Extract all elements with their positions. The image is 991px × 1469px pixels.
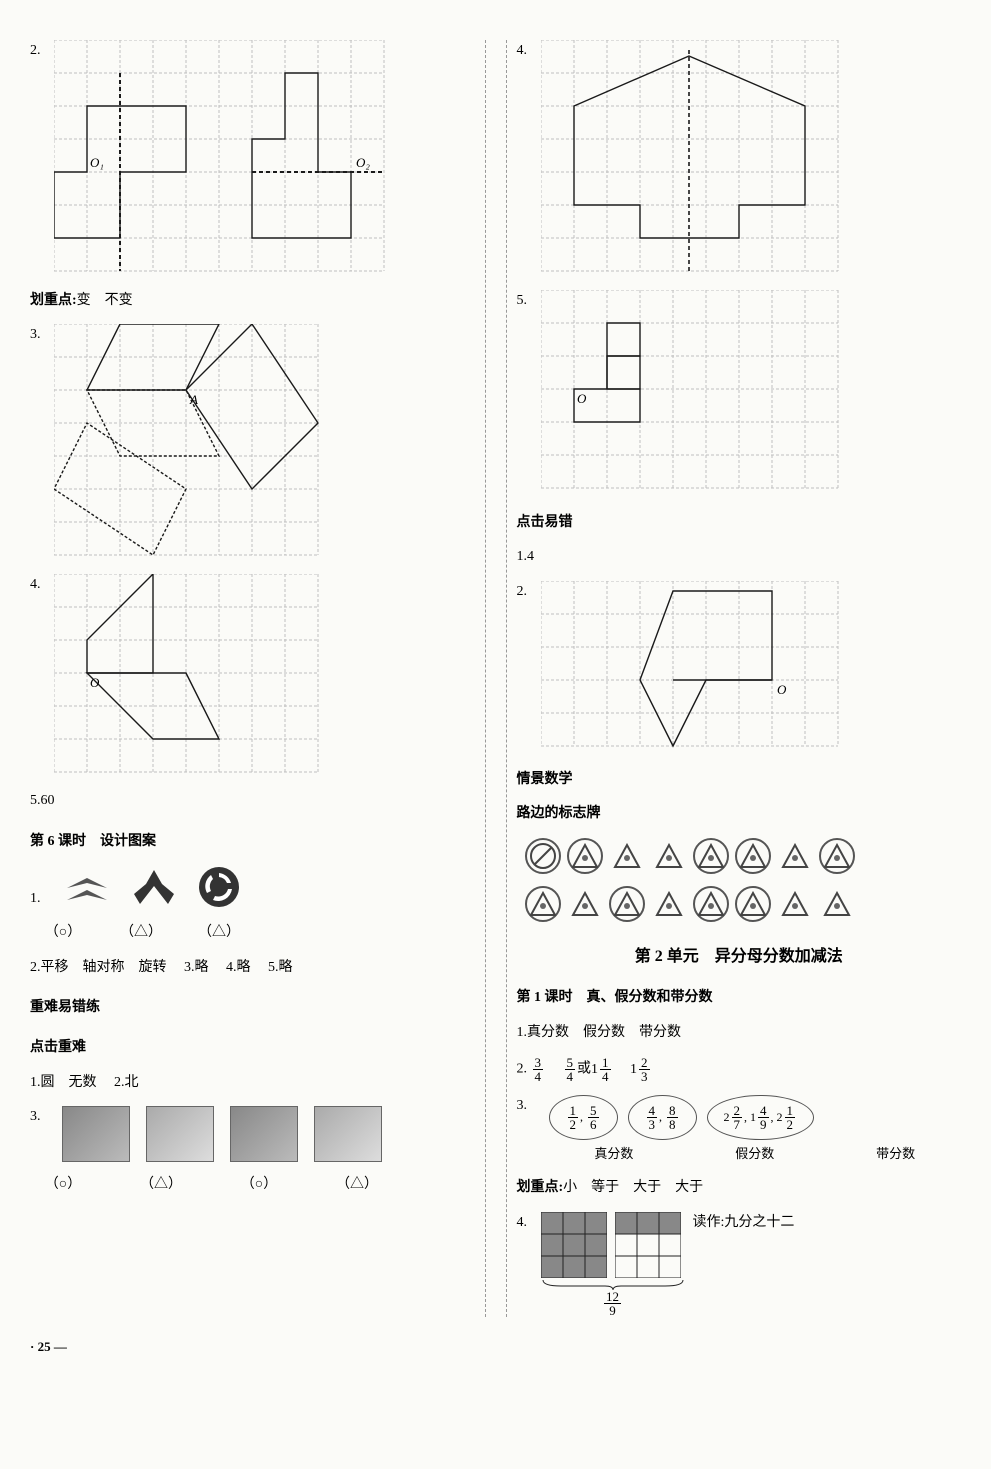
- fraction-diagram: [541, 1212, 681, 1278]
- grid-diagram-r4: [541, 40, 847, 278]
- triangle-sign-icon: [777, 886, 813, 922]
- r-q5-num: 5.: [517, 290, 535, 312]
- r-q2b: 2. 34 54或114 123: [517, 1056, 962, 1083]
- click-heading: 点击重难: [30, 1037, 475, 1059]
- grid-diagram-3: A: [54, 324, 326, 562]
- r-q4b-num: 4.: [517, 1212, 535, 1234]
- triangle-sign-icon: [735, 886, 771, 922]
- ans3c-row: （○） （△） （○） （△）: [38, 1174, 475, 1196]
- grid-diagram-r2: O: [541, 581, 847, 751]
- r-q3b-num: 3.: [517, 1095, 535, 1117]
- signs-row-1: [525, 838, 962, 874]
- grid-diagram-4: O: [54, 574, 326, 778]
- q2-num: 2.: [30, 40, 48, 62]
- svg-text:O: O: [577, 391, 587, 406]
- triangle-sign-icon: [693, 838, 729, 874]
- triangle-sign-icon: [567, 886, 603, 922]
- triangle-sign-icon: [819, 886, 855, 922]
- r-q4-num: 4.: [517, 40, 535, 62]
- q3-num: 3.: [30, 324, 48, 346]
- triangle-sign-icon: [651, 886, 687, 922]
- triangle-sign-icon: [693, 886, 729, 922]
- lbl-false: 假分数: [689, 1144, 820, 1165]
- oval-mixed: 227, 149, 212: [707, 1095, 815, 1140]
- photo-ornament: [314, 1106, 382, 1162]
- recycle-logo-icon: [197, 865, 242, 910]
- triangle-sign-icon: [525, 886, 561, 922]
- q5: 5.60: [30, 790, 475, 812]
- q1b-num: 1.: [30, 888, 48, 910]
- oval-true: 12, 56: [549, 1095, 618, 1140]
- oval-false: 43, 88: [628, 1095, 697, 1140]
- round-sign-icon: [525, 838, 561, 874]
- triangle-sign-icon: [735, 838, 771, 874]
- q2b-row: 2.平移 轴对称 旋转 3.略 4.略 5.略: [30, 957, 475, 979]
- scene-heading: 情景数学: [517, 769, 962, 791]
- grid-diagram-2: O₁ O₂: [54, 40, 394, 278]
- lesson1-heading: 第 1 课时 真、假分数和带分数: [517, 987, 962, 1009]
- brace-icon: [541, 1278, 685, 1290]
- svg-text:O₁: O₁: [90, 155, 104, 170]
- lesson6-heading: 第 6 课时 设计图案: [30, 831, 475, 853]
- unit2-heading: 第 2 单元 异分母分数加减法: [517, 944, 962, 970]
- r-q2-num: 2.: [517, 581, 535, 603]
- svg-text:O₂: O₂: [356, 155, 370, 170]
- r-q1: 1.4: [517, 546, 962, 568]
- triangle-sign-icon: [819, 838, 855, 874]
- signs-row-2: [525, 886, 962, 922]
- svg-text:O: O: [90, 675, 100, 690]
- q4-num: 4.: [30, 574, 48, 596]
- citroen-logo-icon: [62, 868, 112, 908]
- photo-drawer: [230, 1106, 298, 1162]
- svg-text:A: A: [189, 392, 198, 407]
- err-heading: 点击易错: [517, 512, 962, 534]
- r-q1b: 1.真分数 假分数 带分数: [517, 1022, 962, 1044]
- hard-heading: 重难易错练: [30, 997, 475, 1019]
- highlight-1: 划重点:变 不变: [30, 290, 475, 312]
- photo-windmill: [146, 1106, 214, 1162]
- lbl-true: 真分数: [549, 1144, 680, 1165]
- ans1-row: （○） （△） （△）: [38, 922, 475, 944]
- triangle-sign-icon: [609, 886, 645, 922]
- q1c: 1.圆 无数 2.北: [30, 1072, 475, 1094]
- svg-text:O: O: [777, 682, 787, 697]
- mitsubishi-logo-icon: [132, 868, 177, 908]
- q3c-num: 3.: [30, 1106, 48, 1128]
- triangle-sign-icon: [651, 838, 687, 874]
- photo-elevator: [62, 1106, 130, 1162]
- lbl-mixed: 带分数: [830, 1144, 961, 1165]
- read-as: 读作:九分之十二: [693, 1212, 795, 1234]
- triangle-sign-icon: [567, 838, 603, 874]
- highlight-r: 划重点:小 等于 大于 大于: [517, 1177, 962, 1199]
- triangle-sign-icon: [777, 838, 813, 874]
- triangle-sign-icon: [609, 838, 645, 874]
- page-number: · 25 —: [30, 1337, 961, 1358]
- grid-diagram-r5: O: [541, 290, 847, 494]
- sign-heading: 路边的标志牌: [517, 803, 962, 825]
